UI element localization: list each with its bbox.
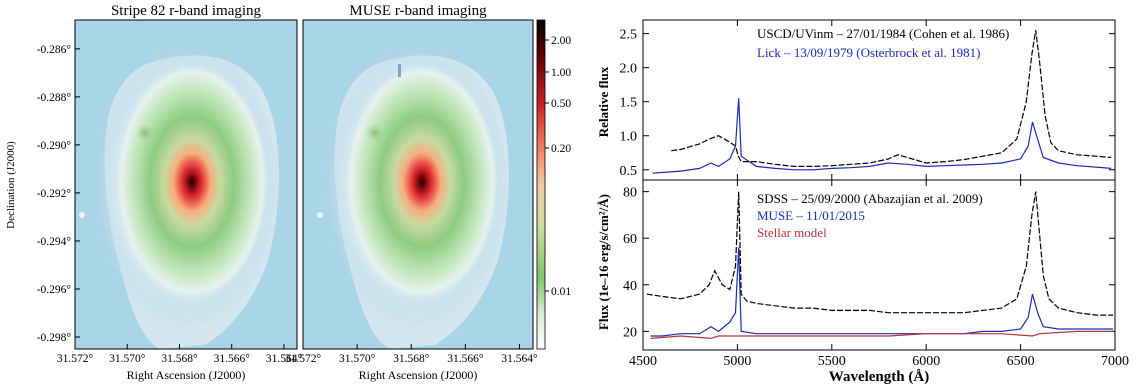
muse-galaxy-body [346, 64, 498, 300]
flux-legend-entry-0: SDSS – 25/09/2000 (Abazajian et al. 2009… [757, 191, 983, 206]
field-star [79, 212, 85, 218]
muse-x-ticks: 31.572° 31.570° 31.568° 31.566° 31.564° [285, 344, 538, 365]
stripe82-y-tick-label: -0.296° [37, 284, 72, 296]
stripe82-x-ticks: 31.572° 31.570° 31.568° 31.566° 31.564° [57, 344, 303, 365]
colorbar-tick-label: 0.01 [551, 286, 571, 298]
muse-x-tick-label: 31.570° [339, 353, 376, 365]
muse-artifact [398, 64, 401, 77]
stripe82-title: Stripe 82 r-band imaging [111, 3, 262, 19]
relative-flux-legend-entry-0: USCD/UVinm – 27/01/1984 (Cohen et al. 19… [757, 26, 1009, 41]
relative-flux-ylabel: Relative flux [596, 66, 611, 137]
flux-ylabel: Flux (1e–16 erg/s/cm²/Å) [596, 194, 611, 330]
muse-x-tick-label: 31.564° [501, 353, 538, 365]
flux-series-0-line [646, 191, 1114, 316]
muse-title: MUSE r-band imaging [349, 3, 487, 19]
stripe82-x-tick-label: 31.564° [266, 353, 303, 365]
relative-flux-series-1-line [652, 98, 1112, 174]
stripe82-y-ticks: -0.286° -0.288° -0.290° -0.292° -0.294° -0.29… [37, 44, 80, 344]
muse-x-tick-label: 31.568° [393, 353, 430, 365]
colorbar-tick-label: 0.50 [551, 98, 571, 110]
flux-y-tick-label: 40 [623, 279, 637, 294]
wavelength-tick-label: 6000 [912, 354, 940, 369]
relative-flux-y-tick-label: 1.5 [620, 96, 638, 111]
stripe82-xlabel: Right Ascension (J2000) [127, 368, 246, 382]
stripe82-x-tick-label: 31.570° [109, 353, 146, 365]
muse-x-tick-label: 31.572° [285, 353, 322, 365]
muse-field-star [317, 212, 323, 218]
colorbar-ticks: 2.00 1.00 0.50 0.20 0.01 [545, 35, 571, 298]
flux-frame [642, 179, 1116, 351]
stripe82-y-tick-label: -0.286° [37, 44, 72, 56]
wavelength-tick-label: 5000 [723, 354, 751, 369]
flux-legend: SDSS – 25/09/2000 (Abazajian et al. 2009… [757, 191, 983, 240]
stripe82-x-tick-label: 31.566° [214, 353, 251, 365]
flux-series-1-line [650, 247, 1114, 337]
wavelength-xlabel: Wavelength (Å) [829, 369, 929, 385]
flux-legend-entry-1: MUSE – 11/01/2015 [757, 208, 865, 223]
stripe82-y-tick-label: -0.288° [37, 92, 72, 104]
wavelength-tick-label: 4500 [629, 354, 657, 369]
stripe82-x-tick-label: 31.572° [57, 353, 94, 365]
wavelength-ticks: 4500 5000 5500 6000 6500 7000 [629, 20, 1129, 369]
galaxy-body [116, 64, 268, 300]
wavelength-tick-label: 6500 [1007, 354, 1035, 369]
spectra-figure: 0.5 1.0 1.5 2.0 2.5 20 40 60 80 4500 5000 5500 600… [596, 19, 1129, 385]
colorbar-gradient [536, 19, 546, 350]
wavelength-tick-label: 5500 [818, 354, 846, 369]
stripe82-x-tick-label: 31.568° [161, 353, 198, 365]
stripe82-ylabel: Declination (J2000) [5, 141, 17, 229]
flux-legend-entry-2: Stellar model [757, 225, 827, 240]
stripe82-image-panel: Stripe 82 r-band imaging -0.286°-0.288°-… [5, 3, 302, 382]
relative-flux-series-0-line [671, 30, 1112, 167]
colorbar: 2.00 1.00 0.50 0.20 0.01 [536, 19, 571, 350]
relative-flux-legend-entry-1: Lick – 13/09/1979 (Osterbrock et al. 198… [757, 45, 980, 60]
muse-image-frame [302, 19, 534, 350]
flux-y-tick-label: 20 [623, 325, 637, 340]
muse-image-panel: MUSE r-band imaging 31.572° 31.570° 31.568… [285, 3, 538, 382]
galaxy-knot [135, 124, 155, 142]
flux-y-tick-label: 80 [623, 186, 637, 201]
muse-xlabel: Right Ascension (J2000) [359, 368, 478, 382]
muse-x-tick-label: 31.566° [447, 353, 484, 365]
relative-flux-plot: 0.5 1.0 1.5 2.0 2.5 [620, 28, 1115, 179]
colorbar-tick-label: 1.00 [551, 67, 571, 79]
flux-y-tick-label: 60 [623, 232, 637, 247]
stripe82-y-tick-label: -0.294° [37, 236, 72, 248]
wavelength-tick-label: 7000 [1101, 354, 1129, 369]
stripe82-y-tick-label: -0.290° [37, 140, 72, 152]
muse-galaxy-knot [365, 124, 385, 142]
colorbar-tick-label: 0.20 [551, 143, 571, 155]
relative-flux-y-tick-label: 2.5 [620, 28, 638, 43]
flux-series-2-line [650, 330, 1114, 340]
flux-plot: 20 40 60 80 [623, 186, 1115, 340]
relative-flux-y-tick-label: 1.0 [620, 130, 638, 145]
stripe82-y-tick-label: -0.298° [37, 332, 72, 344]
stripe82-image-frame [74, 19, 298, 350]
relative-flux-y-tick-label: 2.0 [620, 62, 638, 77]
relative-flux-frame [642, 19, 1116, 181]
relative-flux-legend: USCD/UVinm – 27/01/1984 (Cohen et al. 19… [757, 26, 1009, 60]
colorbar-tick-label: 2.00 [551, 35, 571, 47]
stripe82-y-tick-label: -0.292° [37, 188, 72, 200]
relative-flux-y-tick-label: 0.5 [620, 164, 638, 179]
